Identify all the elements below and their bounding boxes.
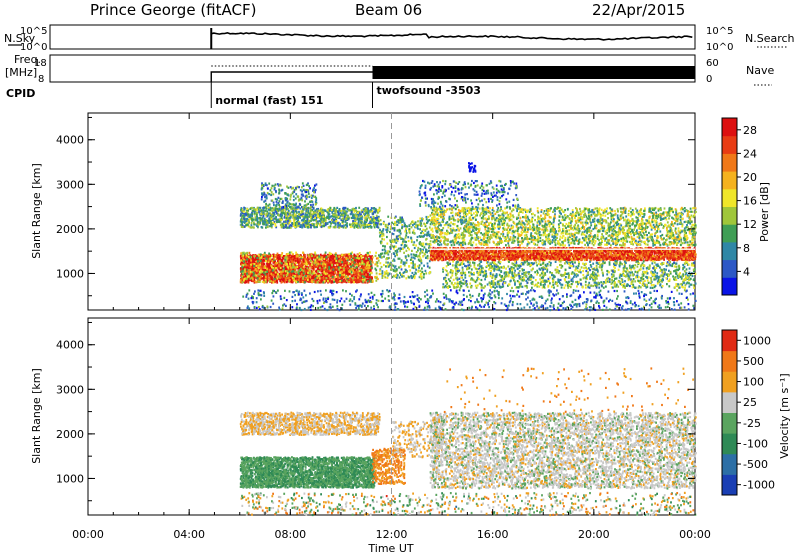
nsearch-label: N.Search	[745, 32, 795, 45]
cpid-row: CPID normal (fast) 151 twofsound -3503	[6, 82, 481, 108]
date-label: 22/Apr/2015	[592, 1, 685, 19]
freq-panel: Freq. [MHz] 18 8 60 0 Nave	[5, 53, 774, 85]
nsky-tick-high: 10^5	[20, 26, 47, 37]
nsearch-tick-low: 10^0	[706, 42, 733, 53]
power-point	[365, 271, 367, 273]
beam-label: Beam 06	[355, 1, 422, 19]
freq-unit-label: [MHz]	[5, 66, 37, 79]
cpid-entry-label: twofsound -3503	[377, 84, 481, 97]
twofsound-freq-block	[373, 66, 696, 79]
power-point	[283, 262, 285, 264]
nave-tick-low: 0	[706, 74, 712, 85]
power-panel: 1000200030004000 Slant Range [km]	[30, 113, 697, 311]
nsearch-tick-high: 10^5	[706, 26, 733, 37]
power-point	[248, 281, 250, 283]
power-point	[315, 270, 317, 272]
station-title: Prince George (fitACF)	[90, 1, 256, 19]
radar-summary-plot: Prince George (fitACF) Beam 06 22/Apr/20…	[0, 0, 800, 554]
freq-tick-high: 18	[34, 58, 47, 69]
freq-tick-low: 8	[38, 74, 44, 85]
power-point	[337, 274, 339, 276]
cpid-label: CPID	[6, 87, 35, 100]
nsky-panel: N.Sky 10^5 10^0 10^5 10^0 N.Search	[4, 25, 795, 53]
nave-tick-high: 60	[706, 58, 719, 69]
cpid-marks: normal (fast) 151 twofsound -3503	[211, 82, 481, 108]
nave-label: Nave	[746, 64, 774, 77]
power-point	[263, 276, 265, 278]
cpid-entry-label: normal (fast) 151	[215, 94, 323, 107]
nsky-tick-low: 10^0	[20, 42, 47, 53]
